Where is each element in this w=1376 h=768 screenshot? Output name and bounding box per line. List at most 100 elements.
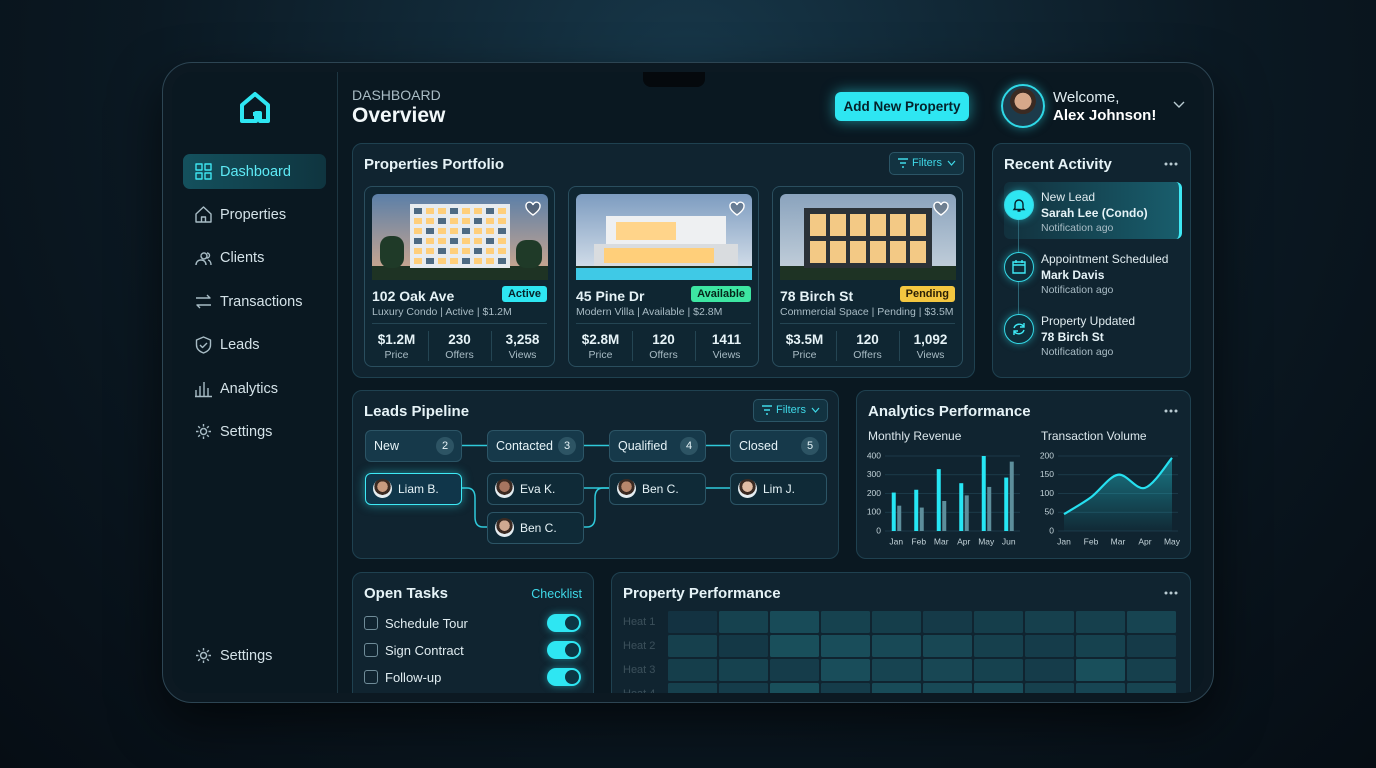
stat-divider: [695, 331, 696, 361]
pool: [576, 268, 752, 280]
filter-button[interactable]: Filters: [889, 152, 964, 175]
stat-value: 1411: [711, 332, 742, 347]
chevron-glyph: [947, 160, 956, 166]
stage-name: New: [374, 439, 400, 453]
nav-item[interactable]: Dashboard: [220, 164, 291, 180]
stat-value: 120: [652, 332, 675, 347]
tree: [516, 240, 542, 268]
activity-icon: [1004, 252, 1034, 282]
stage-name: Qualified: [618, 439, 668, 453]
task-label: Sign Contract: [385, 643, 464, 658]
notch: [643, 72, 705, 87]
connector: [583, 487, 609, 528]
stage-count: 4: [680, 437, 698, 455]
window: [890, 214, 906, 236]
property-image: [372, 194, 548, 280]
window: [474, 248, 482, 254]
dot: [1169, 591, 1173, 595]
nav-glyph: [195, 336, 212, 354]
favorite-icon[interactable]: [525, 201, 541, 216]
checkbox[interactable]: [364, 643, 378, 657]
activity-subject: Mark Davis: [1041, 268, 1105, 282]
window: [438, 248, 446, 254]
window: [438, 258, 446, 264]
lead-avatar: [738, 479, 757, 498]
activity-event: New Lead: [1041, 190, 1096, 204]
heart: [525, 201, 541, 216]
window: [462, 238, 470, 244]
lead-card[interactable]: Liam B.: [365, 473, 462, 505]
stat-label: Price: [792, 349, 817, 361]
favorite-icon[interactable]: [933, 201, 949, 216]
checkbox[interactable]: [364, 670, 378, 684]
stage[interactable]: Contacted 3: [487, 430, 584, 462]
stage[interactable]: New 2: [365, 430, 462, 462]
window: [438, 208, 446, 214]
favorite-icon[interactable]: [729, 201, 745, 216]
window: [498, 208, 506, 214]
lead-card[interactable]: Ben C.: [487, 512, 584, 544]
stat-label: Price: [588, 349, 613, 361]
window: [498, 238, 506, 244]
task-label: Schedule Tour: [385, 616, 468, 631]
window: [830, 214, 846, 236]
stage-count: 2: [436, 437, 454, 455]
glyph: [1012, 199, 1026, 212]
window: [426, 248, 434, 254]
chevron-glyph: [1173, 101, 1185, 108]
window: [910, 241, 926, 263]
window: [414, 228, 422, 234]
filter-button[interactable]: Filters: [753, 399, 828, 422]
window: [486, 238, 494, 244]
window: [498, 218, 506, 224]
stage[interactable]: Closed 5: [730, 430, 827, 462]
property-card[interactable]: 45 Pine Dr Available Modern Villa | Availa…: [568, 186, 759, 367]
heart: [933, 201, 949, 216]
nav-item[interactable]: Transactions: [220, 294, 303, 310]
nav-item[interactable]: Settings: [220, 424, 273, 440]
stage[interactable]: Qualified 4: [609, 430, 706, 462]
checklist-link[interactable]: Checklist: [531, 587, 582, 601]
performance-panel: Property Performance: [611, 572, 1191, 693]
more-menu[interactable]: [1164, 162, 1178, 166]
filter-icon: [762, 405, 772, 415]
stage-count: 5: [801, 437, 819, 455]
nav-item[interactable]: Leads: [220, 337, 260, 353]
nav-item[interactable]: Properties: [220, 207, 287, 223]
property-card[interactable]: 78 Birch St Pending Commercial Space | Pen…: [772, 186, 963, 367]
dot: [1164, 591, 1168, 595]
nav-item[interactable]: Analytics: [220, 381, 279, 397]
window: [450, 258, 458, 264]
window: [486, 218, 494, 224]
property-card[interactable]: 102 Oak Ave Active Luxury Condo | Active |…: [364, 186, 555, 367]
window: [474, 208, 482, 214]
stat-value: $2.8M: [581, 332, 620, 347]
toggle[interactable]: [547, 614, 581, 632]
status-badge: Active: [501, 286, 547, 302]
activity-subject: Sarah Lee (Condo): [1041, 206, 1148, 220]
toggle[interactable]: [547, 641, 581, 659]
user-avatar[interactable]: [1001, 84, 1045, 128]
lead-card[interactable]: Eva K.: [487, 473, 584, 505]
nav-glyph: [196, 294, 211, 309]
lead-card[interactable]: Lim J.: [730, 473, 827, 505]
activity-time: Notification ago: [1041, 346, 1114, 358]
lead-card[interactable]: Ben C.: [609, 473, 706, 505]
divider: [780, 323, 955, 324]
nav-item[interactable]: Settings: [220, 648, 273, 664]
logo: [240, 92, 270, 123]
lead-avatar: [617, 479, 636, 498]
window: [498, 228, 506, 234]
toggle[interactable]: [547, 668, 581, 686]
add-property-button[interactable]: Add New Property: [835, 92, 969, 121]
chevron: [947, 160, 956, 166]
checkbox[interactable]: [364, 616, 378, 630]
nav-item[interactable]: Clients: [220, 250, 265, 266]
window: [438, 238, 446, 244]
glyph: [1012, 260, 1026, 274]
filter-glyph: [898, 158, 908, 168]
activity-glyph: [1013, 323, 1025, 335]
more-menu[interactable]: [1164, 591, 1178, 595]
more-menu[interactable]: [1164, 409, 1178, 413]
